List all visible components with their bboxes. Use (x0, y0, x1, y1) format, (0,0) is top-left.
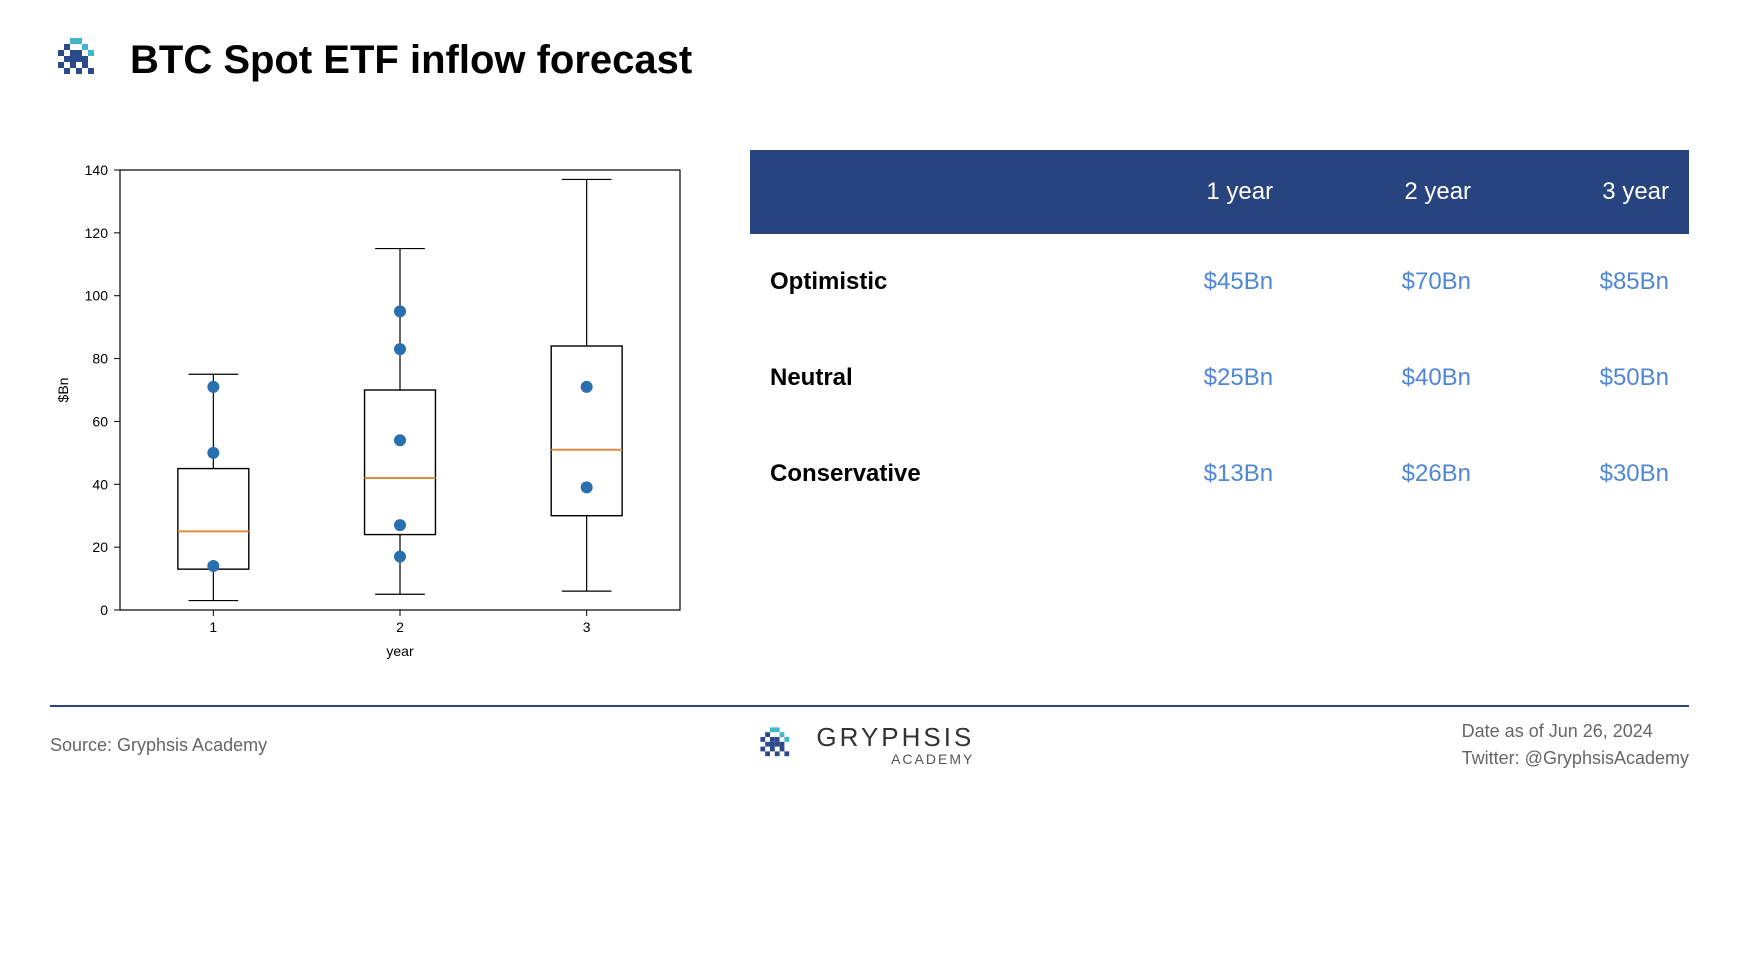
footer-twitter: Twitter: @GryphsisAcademy (1462, 748, 1689, 769)
table-cell: $70Bn (1293, 234, 1491, 330)
svg-text:60: 60 (92, 413, 108, 429)
boxplot-chart: 0 20 40 60 80 100 120 140 $Bn 1 2 3 year (50, 150, 710, 675)
table-header-y2: 2 year (1293, 150, 1491, 234)
footer-meta: Date as of Jun 26, 2024 Twitter: @Gryphs… (1462, 721, 1689, 769)
table-row: Optimistic$45Bn$70Bn$85Bn (750, 234, 1689, 330)
table-cell: $26Bn (1293, 426, 1491, 522)
svg-text:3: 3 (583, 619, 591, 635)
gryphsis-logo-icon (50, 30, 110, 90)
table-row: Conservative$13Bn$26Bn$30Bn (750, 426, 1689, 522)
svg-text:80: 80 (92, 351, 108, 367)
table-header-row: 1 year 2 year 3 year (750, 150, 1689, 234)
svg-text:20: 20 (92, 539, 108, 555)
table-cell: $30Bn (1491, 426, 1689, 522)
source-text: Source: Gryphsis Academy (50, 735, 267, 756)
table-header-blank (750, 150, 1095, 234)
svg-text:140: 140 (85, 162, 109, 178)
table-header-y1: 1 year (1095, 150, 1293, 234)
table-cell: $50Bn (1491, 330, 1689, 426)
forecast-table-wrap: 1 year 2 year 3 year Optimistic$45Bn$70B… (750, 150, 1689, 522)
table-cell: $13Bn (1095, 426, 1293, 522)
svg-text:40: 40 (92, 476, 108, 492)
footer: Source: Gryphsis Academy (50, 721, 1689, 769)
forecast-table: 1 year 2 year 3 year Optimistic$45Bn$70B… (750, 150, 1689, 522)
footer-brand: GRYPHSIS ACADEMY (754, 721, 974, 769)
svg-text:0: 0 (100, 602, 108, 618)
row-label: Optimistic (750, 234, 1095, 330)
brand-sub: ACADEMY (816, 752, 974, 766)
svg-text:100: 100 (85, 288, 109, 304)
table-header-y3: 3 year (1491, 150, 1689, 234)
header: BTC Spot ETF inflow forecast (50, 30, 1689, 90)
svg-text:1: 1 (209, 619, 217, 635)
gryphsis-logo-icon (754, 721, 802, 769)
content-row: 0 20 40 60 80 100 120 140 $Bn 1 2 3 year 1 year 2 ye… (50, 150, 1689, 675)
row-label: Neutral (750, 330, 1095, 426)
brand-text: GRYPHSIS ACADEMY (816, 724, 974, 766)
table-cell: $40Bn (1293, 330, 1491, 426)
table-cell: $45Bn (1095, 234, 1293, 330)
table-row: Neutral$25Bn$40Bn$50Bn (750, 330, 1689, 426)
svg-text:2: 2 (396, 619, 404, 635)
svg-text:120: 120 (85, 225, 109, 241)
page-title: BTC Spot ETF inflow forecast (130, 38, 692, 83)
row-label: Conservative (750, 426, 1095, 522)
footer-date: Date as of Jun 26, 2024 (1462, 721, 1689, 742)
table-cell: $85Bn (1491, 234, 1689, 330)
table-cell: $25Bn (1095, 330, 1293, 426)
footer-divider (50, 705, 1689, 707)
svg-text:$Bn: $Bn (55, 378, 71, 403)
svg-text:year: year (386, 643, 414, 659)
brand-main: GRYPHSIS (816, 724, 974, 750)
